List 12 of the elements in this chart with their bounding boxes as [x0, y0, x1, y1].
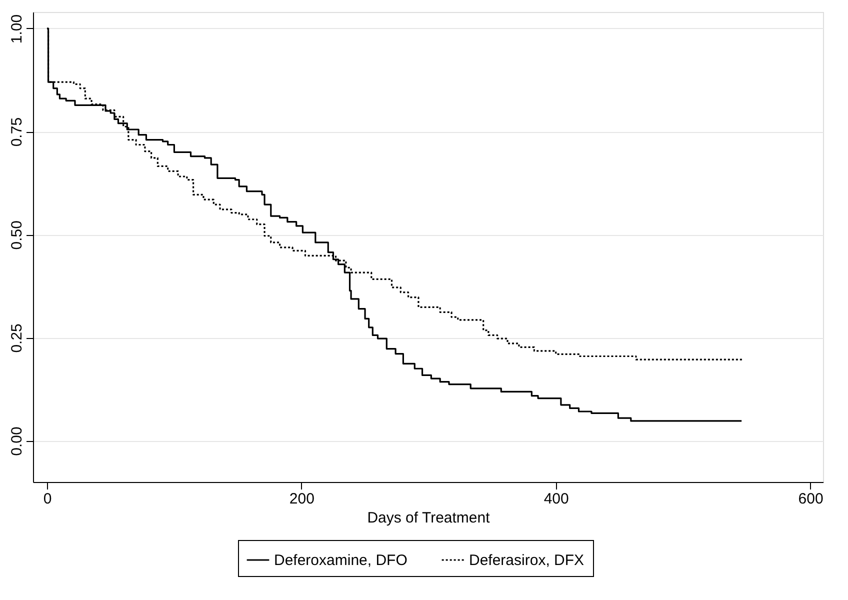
- y-tick-label: 1.00: [8, 14, 26, 44]
- legend-label: Deferoxamine, DFO: [274, 552, 408, 569]
- y-tick-label: 0.25: [8, 324, 26, 353]
- x-tick-label: 200: [289, 490, 314, 508]
- y-tick-label: 0.50: [8, 220, 26, 250]
- y-tick-label: 0.00: [8, 426, 26, 456]
- x-tick-label: 400: [544, 490, 569, 508]
- x-axis-title: Days of Treatment: [367, 510, 491, 526]
- y-tick-label: 0.75: [8, 117, 26, 147]
- x-tick-label: 0: [43, 490, 52, 508]
- x-tick-label: 600: [798, 490, 824, 508]
- legend-label: Deferasirox, DFX: [469, 552, 584, 569]
